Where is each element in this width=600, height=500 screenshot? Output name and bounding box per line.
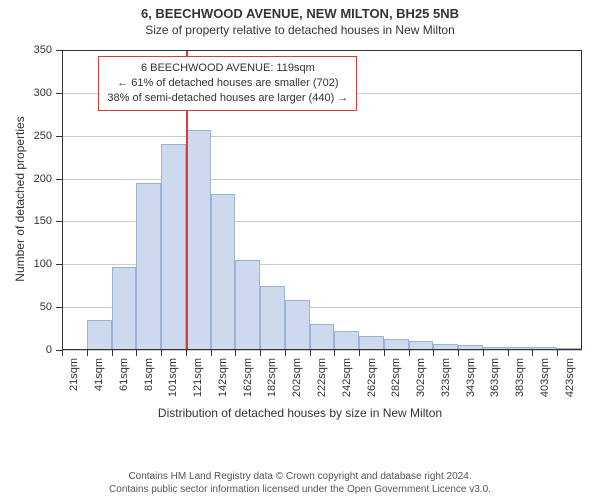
x-tick-label: 343sqm bbox=[465, 358, 477, 397]
histogram-bar bbox=[260, 286, 285, 350]
y-tick-label: 50 bbox=[0, 301, 52, 313]
annotation-line-1: 6 BEECHWOOD AVENUE: 119sqm bbox=[107, 61, 348, 76]
y-tick bbox=[56, 93, 62, 94]
grid-line bbox=[62, 350, 582, 351]
histogram-bar bbox=[112, 267, 137, 350]
x-tick bbox=[260, 350, 261, 356]
x-tick-label: 423sqm bbox=[564, 358, 576, 397]
x-tick-label: 383sqm bbox=[514, 358, 526, 397]
x-tick bbox=[384, 350, 385, 356]
y-tick-label: 200 bbox=[0, 173, 52, 185]
x-tick bbox=[186, 350, 187, 356]
x-tick-label: 142sqm bbox=[217, 358, 229, 397]
x-tick bbox=[235, 350, 236, 356]
histogram-bar bbox=[433, 344, 458, 350]
x-tick bbox=[508, 350, 509, 356]
x-tick bbox=[458, 350, 459, 356]
histogram-bar bbox=[310, 324, 335, 350]
x-tick-label: 121sqm bbox=[192, 358, 204, 397]
histogram-bar bbox=[384, 339, 409, 350]
y-tick bbox=[56, 50, 62, 51]
x-tick bbox=[532, 350, 533, 356]
grid-line bbox=[62, 136, 582, 137]
x-tick bbox=[557, 350, 558, 356]
histogram-bar bbox=[161, 144, 186, 350]
x-tick-label: 21sqm bbox=[68, 358, 80, 391]
x-tick bbox=[483, 350, 484, 356]
chart-subtitle: Size of property relative to detached ho… bbox=[0, 21, 600, 37]
chart-container: Number of detached properties Distributi… bbox=[0, 40, 600, 440]
y-tick bbox=[56, 264, 62, 265]
y-tick-label: 350 bbox=[0, 44, 52, 56]
histogram-bar bbox=[186, 130, 211, 350]
x-tick-label: 403sqm bbox=[539, 358, 551, 397]
x-tick bbox=[211, 350, 212, 356]
histogram-bar bbox=[235, 260, 260, 350]
grid-line bbox=[62, 179, 582, 180]
chart-title: 6, BEECHWOOD AVENUE, NEW MILTON, BH25 5N… bbox=[0, 0, 600, 21]
x-tick bbox=[433, 350, 434, 356]
x-tick bbox=[87, 350, 88, 356]
histogram-bar bbox=[87, 320, 112, 350]
x-tick bbox=[136, 350, 137, 356]
y-tick-label: 0 bbox=[0, 344, 52, 356]
x-tick-label: 242sqm bbox=[341, 358, 353, 397]
x-tick bbox=[285, 350, 286, 356]
y-tick-label: 250 bbox=[0, 130, 52, 142]
x-tick-label: 182sqm bbox=[266, 358, 278, 397]
x-tick-label: 101sqm bbox=[167, 358, 179, 397]
x-tick-label: 61sqm bbox=[118, 358, 130, 391]
y-tick bbox=[56, 179, 62, 180]
credits: Contains HM Land Registry data © Crown c… bbox=[0, 471, 600, 496]
histogram-bar bbox=[458, 345, 483, 350]
x-tick-label: 282sqm bbox=[390, 358, 402, 397]
histogram-bar bbox=[557, 348, 582, 350]
annotation-line-3: 38% of semi-detached houses are larger (… bbox=[107, 91, 348, 106]
x-tick bbox=[310, 350, 311, 356]
histogram-bar bbox=[285, 300, 310, 350]
x-tick-label: 41sqm bbox=[93, 358, 105, 391]
credits-line-2: Contains public sector information licen… bbox=[0, 484, 600, 497]
credits-line-1: Contains HM Land Registry data © Crown c… bbox=[0, 471, 600, 484]
histogram-bar bbox=[532, 347, 557, 350]
y-tick bbox=[56, 136, 62, 137]
x-tick bbox=[112, 350, 113, 356]
x-axis-title: Distribution of detached houses by size … bbox=[0, 406, 600, 420]
histogram-bar bbox=[334, 331, 359, 350]
x-tick-label: 222sqm bbox=[316, 358, 328, 397]
grid-line bbox=[62, 50, 582, 51]
histogram-bar bbox=[359, 336, 384, 350]
histogram-bar bbox=[508, 347, 533, 350]
x-tick bbox=[334, 350, 335, 356]
x-tick-label: 202sqm bbox=[291, 358, 303, 397]
y-tick-label: 100 bbox=[0, 258, 52, 270]
x-tick bbox=[409, 350, 410, 356]
x-tick bbox=[161, 350, 162, 356]
x-tick-label: 162sqm bbox=[242, 358, 254, 397]
x-tick-label: 363sqm bbox=[489, 358, 501, 397]
x-tick bbox=[62, 350, 63, 356]
y-tick bbox=[56, 221, 62, 222]
y-tick bbox=[56, 307, 62, 308]
x-tick-label: 323sqm bbox=[440, 358, 452, 397]
annotation-box: 6 BEECHWOOD AVENUE: 119sqm ← 61% of deta… bbox=[98, 56, 357, 111]
x-tick-label: 262sqm bbox=[366, 358, 378, 397]
x-tick-label: 81sqm bbox=[143, 358, 155, 391]
histogram-bar bbox=[409, 341, 434, 350]
y-tick-label: 300 bbox=[0, 87, 52, 99]
y-tick-label: 150 bbox=[0, 215, 52, 227]
x-tick bbox=[359, 350, 360, 356]
histogram-bar bbox=[136, 183, 161, 350]
x-tick-label: 302sqm bbox=[415, 358, 427, 397]
histogram-bar bbox=[211, 194, 236, 350]
annotation-line-2: ← 61% of detached houses are smaller (70… bbox=[107, 76, 348, 91]
histogram-bar bbox=[483, 347, 508, 350]
